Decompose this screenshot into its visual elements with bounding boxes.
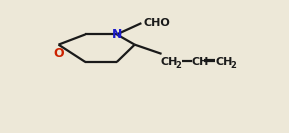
Text: N: N [112,28,122,41]
Text: CH: CH [192,57,209,66]
Text: 2: 2 [231,61,236,70]
Text: 2: 2 [176,61,181,70]
Text: CH: CH [215,57,233,66]
Text: CH: CH [160,57,178,66]
Text: CHO: CHO [144,18,171,28]
Text: O: O [53,47,64,60]
